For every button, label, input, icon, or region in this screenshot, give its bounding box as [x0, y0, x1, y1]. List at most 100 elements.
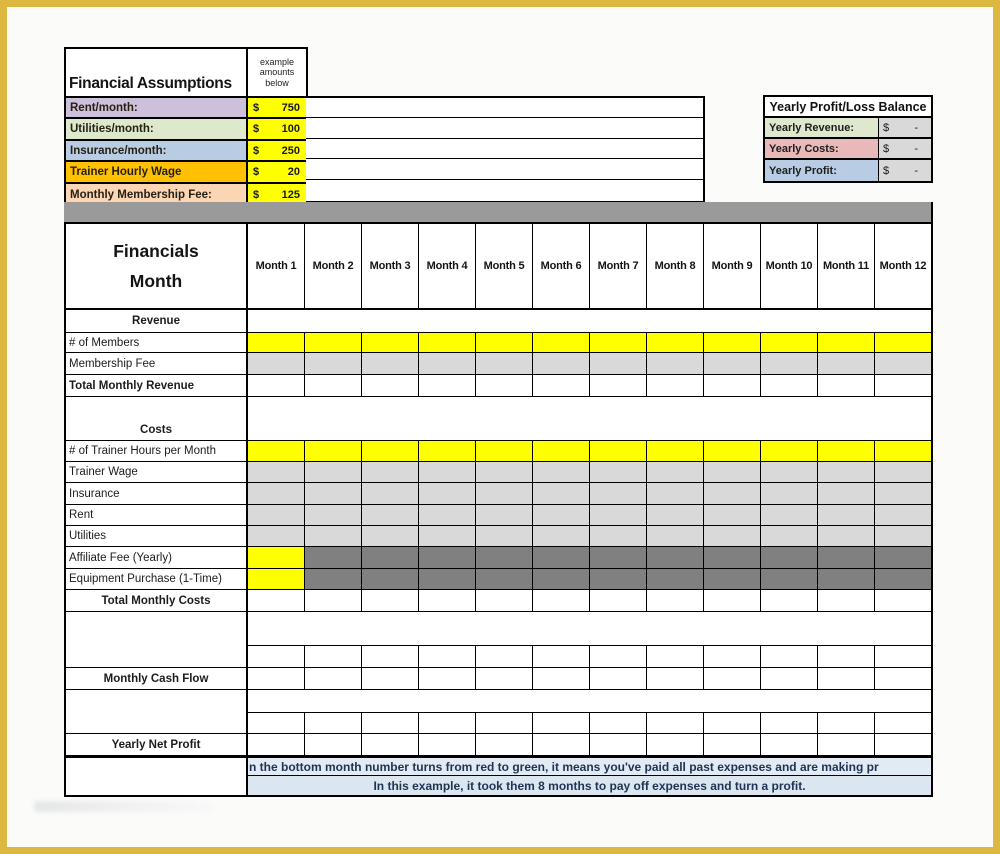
month-cell[interactable] — [704, 646, 761, 667]
month-cell[interactable] — [248, 668, 305, 689]
month-cell[interactable] — [875, 441, 931, 461]
month-cell[interactable] — [362, 483, 419, 504]
month-cell[interactable] — [875, 646, 931, 667]
yearly-value-cell[interactable]: $ - — [879, 139, 931, 158]
month-cell[interactable] — [533, 668, 590, 689]
month-cell[interactable] — [248, 353, 305, 374]
month-cell[interactable] — [248, 526, 305, 546]
month-cell[interactable] — [875, 483, 931, 504]
month-cell[interactable] — [647, 505, 704, 525]
month-cell[interactable] — [875, 734, 931, 755]
month-cell[interactable] — [305, 462, 362, 482]
assumption-value-cell[interactable]: $125 — [248, 184, 306, 205]
month-cell[interactable] — [818, 333, 875, 352]
month-cell[interactable] — [818, 375, 875, 396]
month-cell[interactable] — [248, 375, 305, 396]
month-cell[interactable] — [875, 353, 931, 374]
month-cell[interactable] — [362, 734, 419, 755]
month-cell[interactable] — [590, 734, 647, 755]
month-cell[interactable] — [818, 668, 875, 689]
month-cell[interactable] — [818, 353, 875, 374]
month-cell[interactable] — [419, 713, 476, 733]
month-cell[interactable] — [704, 713, 761, 733]
month-cell[interactable] — [362, 333, 419, 352]
month-cell[interactable] — [476, 333, 533, 352]
month-cell[interactable] — [590, 646, 647, 667]
example-empty-cell[interactable] — [306, 118, 703, 139]
month-cell[interactable] — [647, 353, 704, 374]
month-cell[interactable] — [590, 483, 647, 504]
month-cell[interactable] — [704, 505, 761, 525]
month-cell[interactable] — [647, 646, 704, 667]
month-cell[interactable] — [248, 646, 305, 667]
month-cell[interactable] — [704, 590, 761, 611]
month-cell[interactable] — [248, 333, 305, 352]
month-cell[interactable] — [362, 646, 419, 667]
month-cell[interactable] — [533, 375, 590, 396]
month-cell[interactable] — [761, 353, 818, 374]
month-cell[interactable] — [533, 483, 590, 504]
month-cell[interactable] — [647, 526, 704, 546]
month-cell[interactable] — [248, 734, 305, 755]
month-cell[interactable] — [362, 590, 419, 611]
assumption-value-cell[interactable]: $750 — [248, 98, 306, 117]
month-cell[interactable] — [818, 713, 875, 733]
month-cell[interactable] — [818, 526, 875, 546]
month-cell[interactable] — [704, 353, 761, 374]
month-cell[interactable] — [761, 483, 818, 504]
month-cell[interactable] — [590, 668, 647, 689]
month-cell[interactable] — [761, 713, 818, 733]
month-cell[interactable] — [476, 505, 533, 525]
month-cell[interactable] — [248, 483, 305, 504]
month-cell[interactable] — [647, 462, 704, 482]
month-cell[interactable] — [419, 483, 476, 504]
month-cell[interactable] — [362, 353, 419, 374]
month-cell[interactable] — [647, 483, 704, 504]
month-cell[interactable] — [875, 590, 931, 611]
month-cell[interactable] — [362, 505, 419, 525]
month-cell[interactable] — [761, 462, 818, 482]
month-cell[interactable] — [533, 646, 590, 667]
month-cell[interactable] — [704, 734, 761, 755]
month-cell[interactable] — [533, 734, 590, 755]
month-cell[interactable] — [419, 590, 476, 611]
month-cell[interactable] — [761, 505, 818, 525]
month-cell[interactable] — [704, 526, 761, 546]
month-cell[interactable] — [476, 375, 533, 396]
month-cell[interactable] — [647, 713, 704, 733]
month-cell[interactable] — [419, 333, 476, 352]
month-cell[interactable] — [476, 713, 533, 733]
month-cell[interactable] — [761, 375, 818, 396]
month-cell[interactable] — [761, 526, 818, 546]
month-cell[interactable] — [761, 333, 818, 352]
example-empty-cell[interactable] — [306, 159, 703, 180]
month-cell[interactable] — [704, 441, 761, 461]
month-cell[interactable] — [305, 590, 362, 611]
month-cell[interactable] — [305, 526, 362, 546]
assumption-value-cell[interactable]: $250 — [248, 141, 306, 160]
month-cell[interactable] — [305, 646, 362, 667]
month-cell[interactable] — [704, 668, 761, 689]
month-cell[interactable] — [761, 590, 818, 611]
month-cell[interactable] — [647, 734, 704, 755]
month-cell[interactable] — [818, 462, 875, 482]
month-cell[interactable] — [476, 462, 533, 482]
month-cell[interactable] — [476, 353, 533, 374]
month-cell[interactable] — [476, 646, 533, 667]
month-cell[interactable] — [305, 375, 362, 396]
month-cell[interactable] — [476, 483, 533, 504]
month-cell[interactable] — [305, 333, 362, 352]
assumptions-example-box[interactable] — [306, 96, 705, 203]
month-cell[interactable] — [419, 646, 476, 667]
yearly-value-cell[interactable]: $ - — [879, 160, 931, 181]
month-cell[interactable] — [875, 375, 931, 396]
month-cell[interactable] — [590, 505, 647, 525]
month-cell[interactable] — [647, 441, 704, 461]
month-cell[interactable] — [818, 590, 875, 611]
month-cell[interactable] — [419, 526, 476, 546]
month-cell[interactable] — [305, 505, 362, 525]
month-cell[interactable] — [704, 375, 761, 396]
month-cell[interactable] — [704, 333, 761, 352]
month-cell[interactable] — [248, 569, 305, 589]
month-cell[interactable] — [590, 333, 647, 352]
